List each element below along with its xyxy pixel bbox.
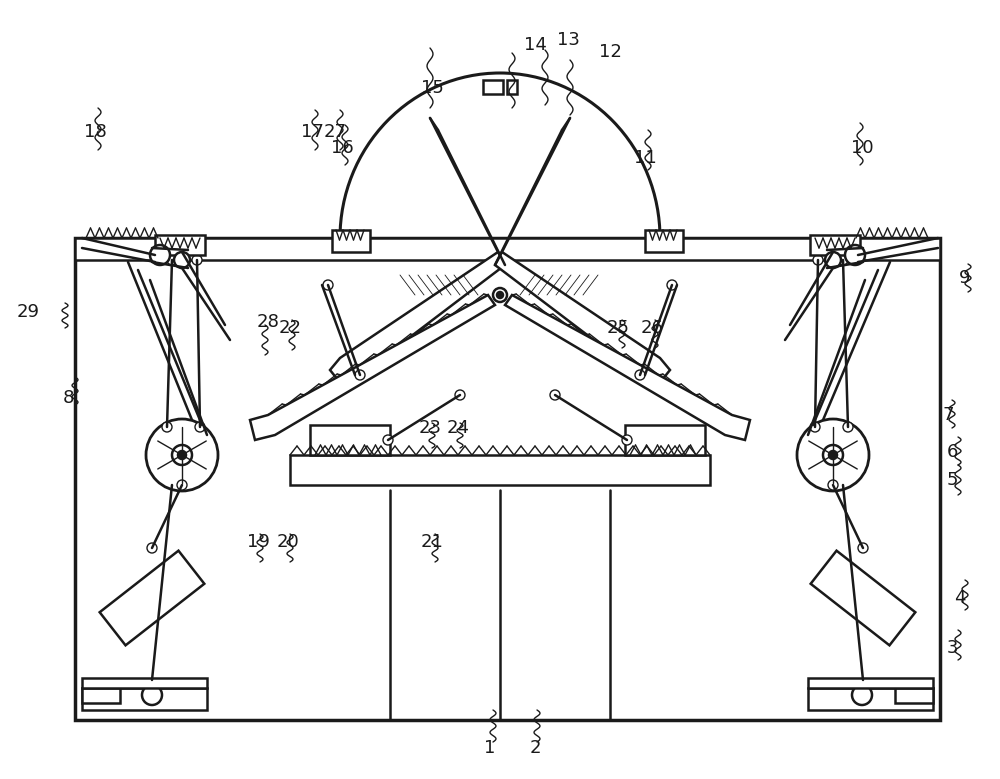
Circle shape bbox=[147, 543, 157, 553]
Text: 14: 14 bbox=[524, 36, 546, 54]
Text: 5: 5 bbox=[946, 471, 958, 489]
Circle shape bbox=[355, 370, 365, 380]
Circle shape bbox=[852, 685, 872, 705]
Bar bbox=[290, 455, 710, 485]
Text: 22: 22 bbox=[278, 319, 302, 337]
Bar bbox=[507, 80, 517, 94]
Circle shape bbox=[142, 685, 162, 705]
Text: 3: 3 bbox=[946, 639, 958, 657]
Circle shape bbox=[810, 422, 820, 432]
Polygon shape bbox=[505, 295, 750, 440]
Circle shape bbox=[493, 288, 507, 302]
Text: 21: 21 bbox=[421, 533, 443, 551]
Text: 24: 24 bbox=[446, 419, 470, 437]
Bar bbox=[82, 678, 207, 688]
Bar bbox=[75, 238, 940, 260]
Text: 9: 9 bbox=[959, 269, 971, 287]
Circle shape bbox=[178, 451, 186, 459]
Bar bbox=[332, 230, 370, 252]
Polygon shape bbox=[330, 252, 505, 380]
Circle shape bbox=[192, 255, 202, 265]
Circle shape bbox=[172, 445, 192, 465]
Text: 13: 13 bbox=[557, 31, 579, 49]
Circle shape bbox=[813, 255, 823, 265]
Polygon shape bbox=[811, 551, 915, 645]
Circle shape bbox=[667, 280, 677, 290]
Circle shape bbox=[177, 480, 187, 490]
Bar bbox=[82, 688, 207, 710]
Circle shape bbox=[323, 280, 333, 290]
Circle shape bbox=[843, 422, 853, 432]
Circle shape bbox=[383, 435, 393, 445]
Circle shape bbox=[858, 543, 868, 553]
Circle shape bbox=[635, 370, 645, 380]
Circle shape bbox=[150, 245, 170, 265]
Text: 12: 12 bbox=[599, 43, 621, 61]
Text: 4: 4 bbox=[954, 589, 966, 607]
Circle shape bbox=[167, 255, 177, 265]
Bar bbox=[645, 230, 683, 252]
Circle shape bbox=[622, 435, 632, 445]
Text: 27: 27 bbox=[324, 123, 347, 141]
Bar bbox=[75, 238, 940, 720]
Bar bbox=[808, 678, 933, 688]
Text: 7: 7 bbox=[942, 406, 954, 424]
Text: 16: 16 bbox=[331, 139, 353, 157]
Text: 18: 18 bbox=[84, 123, 106, 141]
Circle shape bbox=[497, 292, 503, 298]
Circle shape bbox=[829, 451, 837, 459]
Text: 1: 1 bbox=[484, 739, 496, 757]
Text: 19: 19 bbox=[247, 533, 269, 551]
Circle shape bbox=[828, 480, 838, 490]
Circle shape bbox=[550, 390, 560, 400]
Text: 11: 11 bbox=[634, 149, 656, 167]
Text: 20: 20 bbox=[277, 533, 299, 551]
Circle shape bbox=[823, 445, 843, 465]
Circle shape bbox=[845, 245, 865, 265]
Text: 2: 2 bbox=[529, 739, 541, 757]
Bar bbox=[810, 235, 860, 255]
Text: 8: 8 bbox=[62, 389, 74, 407]
Polygon shape bbox=[495, 252, 670, 380]
Text: 15: 15 bbox=[421, 79, 443, 97]
Text: 6: 6 bbox=[946, 443, 958, 461]
Bar bbox=[82, 688, 120, 703]
Bar bbox=[895, 688, 933, 703]
Bar bbox=[625, 425, 705, 455]
Circle shape bbox=[146, 419, 218, 491]
Text: 10: 10 bbox=[851, 139, 873, 157]
Bar bbox=[310, 425, 390, 455]
Text: 26: 26 bbox=[641, 319, 663, 337]
Circle shape bbox=[797, 419, 869, 491]
Circle shape bbox=[838, 255, 848, 265]
Text: 17: 17 bbox=[301, 123, 323, 141]
Polygon shape bbox=[100, 551, 204, 645]
Text: 29: 29 bbox=[16, 303, 40, 321]
Bar bbox=[808, 688, 933, 710]
Circle shape bbox=[825, 252, 841, 268]
Text: 23: 23 bbox=[418, 419, 442, 437]
Circle shape bbox=[162, 422, 172, 432]
Circle shape bbox=[174, 252, 190, 268]
Text: 25: 25 bbox=[606, 319, 630, 337]
Bar bbox=[483, 80, 503, 94]
Circle shape bbox=[195, 422, 205, 432]
Bar bbox=[155, 235, 205, 255]
Polygon shape bbox=[250, 295, 495, 440]
Circle shape bbox=[455, 390, 465, 400]
Text: 28: 28 bbox=[257, 313, 279, 331]
